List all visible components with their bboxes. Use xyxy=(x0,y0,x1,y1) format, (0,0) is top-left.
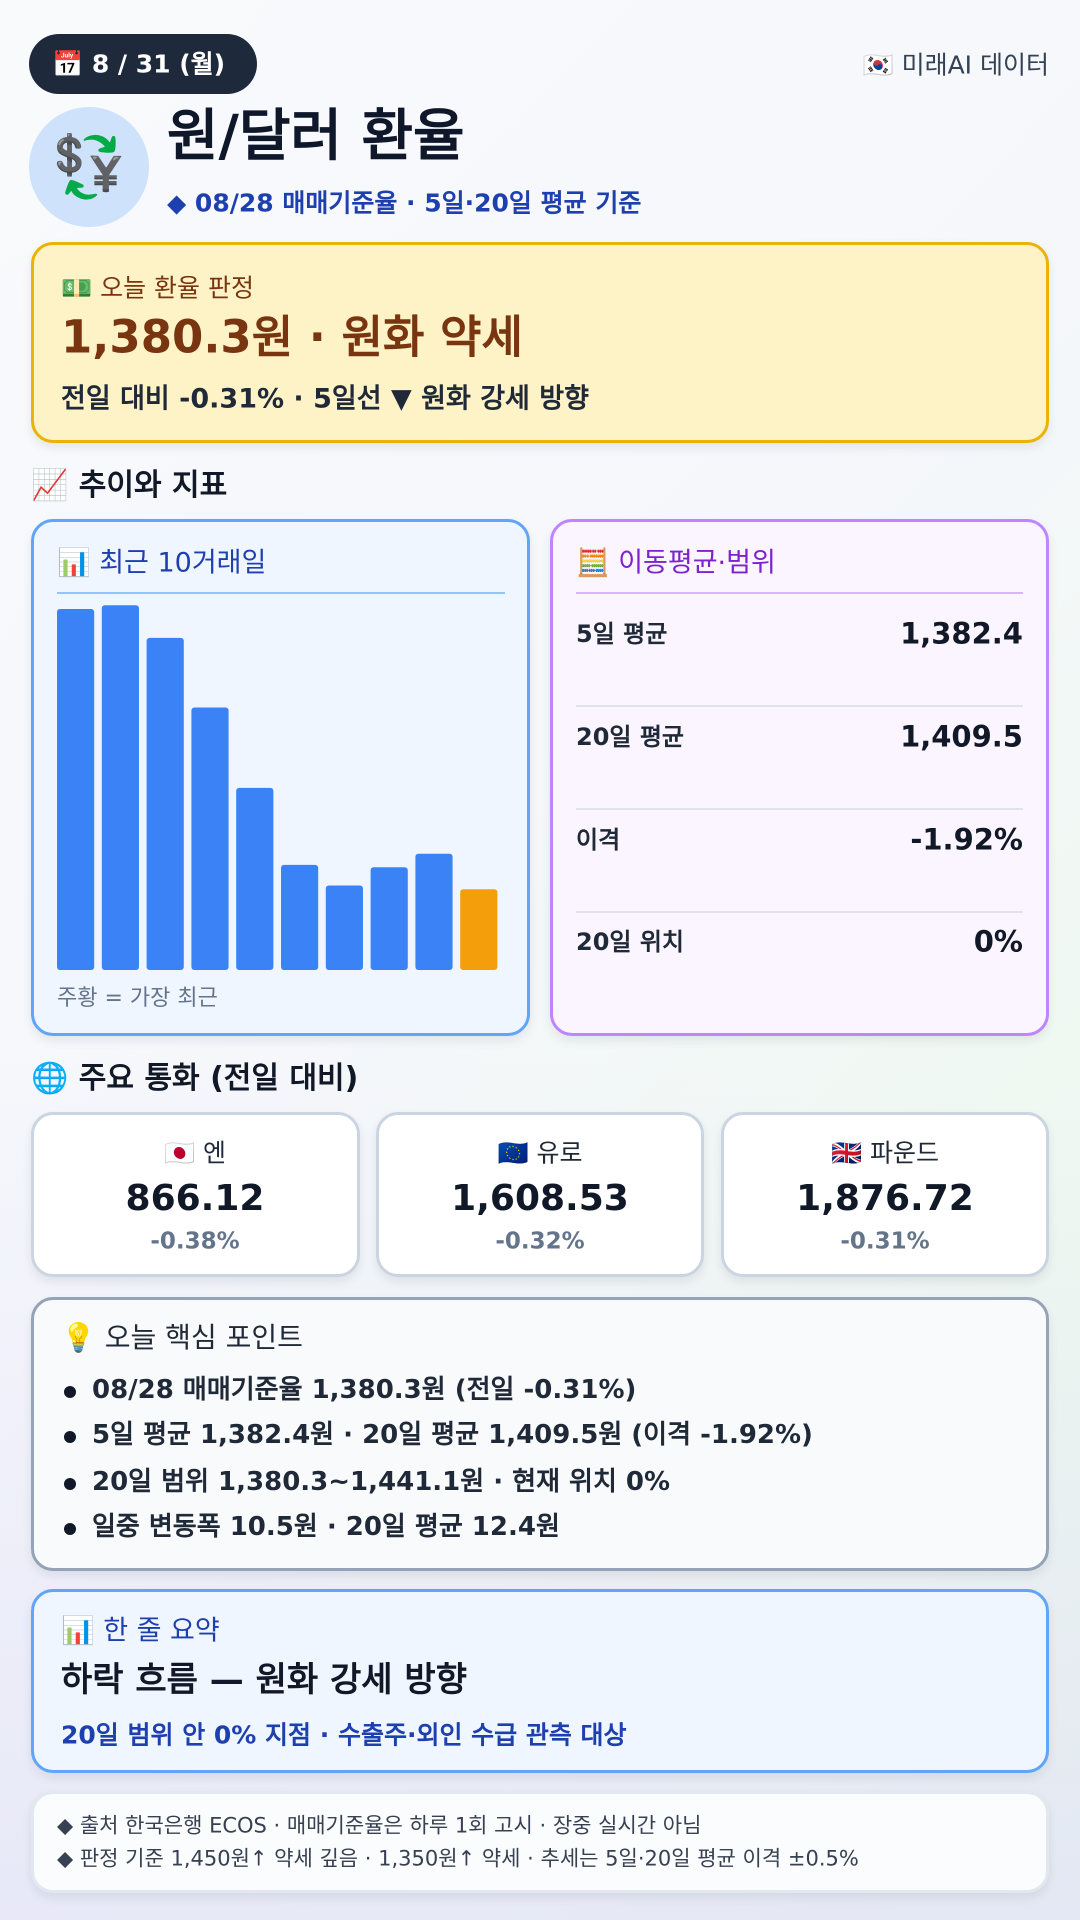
summary-headline: 하락 흐름 — 원화 강세 방향 xyxy=(61,1660,467,1700)
key-point: 일중 변동폭 10.5원 · 20일 평균 12.4원 xyxy=(92,1512,560,1542)
verdict-headline: 1,380.3원 · 원화 약세 xyxy=(61,310,523,364)
verdict-label: 💵 오늘 환율 판정 xyxy=(61,273,254,303)
ma-label: 이격 xyxy=(576,826,621,854)
footer-card xyxy=(31,1791,1049,1893)
row-divider xyxy=(576,911,1023,913)
summary-detail: 20일 범위 안 0% 지점 · 수출주·외인 수급 관측 대상 xyxy=(61,1720,627,1750)
ma-value: 1,382.4 xyxy=(900,616,1023,651)
title: 원/달러 환율 xyxy=(167,104,465,169)
bullet xyxy=(64,1431,76,1443)
ma-title-rule xyxy=(576,592,1023,594)
chart-title: 📊 최근 10거래일 xyxy=(57,547,267,579)
key-point: 08/28 매매기준율 1,380.3원 (전일 -0.31%) xyxy=(92,1375,637,1405)
subtitle: ◆ 08/28 매매기준율 · 5일·20일 평균 기준 xyxy=(167,188,642,218)
currency-change: -0.32% xyxy=(495,1228,585,1255)
ma-label: 20일 위치 xyxy=(576,928,684,956)
chart-caption: 주황 = 가장 최근 xyxy=(57,986,218,1011)
currency-card xyxy=(376,1112,704,1277)
currency-card xyxy=(31,1112,360,1277)
bullet xyxy=(64,1478,76,1490)
footer-line: ◆ 판정 기준 1,450원↑ 약세 깊음 · 1,350원↑ 약세 · 추세는… xyxy=(57,1846,859,1871)
ma-value: 0% xyxy=(973,924,1023,959)
bullet xyxy=(64,1386,76,1398)
currency-name: 🇪🇺 유로 xyxy=(497,1138,583,1168)
currency-name: 🇬🇧 파운드 xyxy=(830,1138,940,1168)
date-pill xyxy=(29,34,257,94)
bullet xyxy=(64,1523,76,1535)
summary-card xyxy=(31,1589,1049,1773)
key-point: 5일 평균 1,382.4원 · 20일 평균 1,409.5원 (이격 -1.… xyxy=(92,1420,813,1450)
row-divider xyxy=(576,705,1023,707)
key-point: 20일 범위 1,380.3~1,441.1원 · 현재 위치 0% xyxy=(92,1467,671,1497)
currency-name: 🇯🇵 엔 xyxy=(163,1138,227,1168)
currency-card xyxy=(721,1112,1049,1277)
currency-change: -0.31% xyxy=(840,1228,930,1255)
currency-rate: 866.12 xyxy=(125,1178,265,1219)
currency-change: -0.38% xyxy=(150,1228,240,1255)
section-title: 📈 추이와 지표 xyxy=(31,468,228,503)
date: 📅 8 / 31 (월) xyxy=(52,49,226,79)
ma-value: 1,409.5 xyxy=(900,719,1023,754)
ma-card xyxy=(550,519,1049,1036)
ma-value: -1.92% xyxy=(910,822,1023,857)
ma-title: 🧮 이동평균·범위 xyxy=(576,547,776,579)
currency-rate: 1,608.53 xyxy=(451,1178,629,1219)
row-divider xyxy=(576,808,1023,810)
icon-circle xyxy=(29,107,149,227)
verdict-card xyxy=(31,242,1049,443)
ma-label: 5일 평균 xyxy=(576,620,668,648)
currency-rate: 1,876.72 xyxy=(796,1178,974,1219)
key-points-card xyxy=(31,1297,1049,1571)
summary-label: 📊 한 줄 요약 xyxy=(61,1615,220,1647)
key-points-title: 💡 오늘 핵심 포인트 xyxy=(61,1321,303,1354)
brand: 🇰🇷 미래AI 데이터 xyxy=(862,50,1050,80)
icon: 💱 xyxy=(51,132,127,202)
footer-line: ◆ 출처 한국은행 ECOS · 매매기준율은 하루 1회 고시 · 장중 실시… xyxy=(57,1813,702,1838)
chart-title-rule xyxy=(57,592,505,594)
verdict-detail: 전일 대비 -0.31% · 5일선 ▼ 원화 강세 방향 xyxy=(61,383,589,415)
ma-label: 20일 평균 xyxy=(576,723,684,751)
section-title: 🌐 주요 통화 (전일 대비) xyxy=(31,1061,359,1096)
chart-card xyxy=(31,519,530,1036)
